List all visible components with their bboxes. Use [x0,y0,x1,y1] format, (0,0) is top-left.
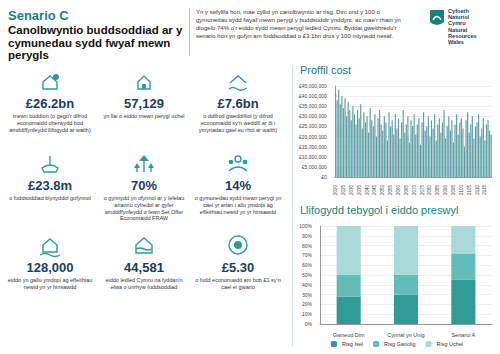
html-text:Wales: Wales [448,39,464,45]
svg-text:£25,000,000: £25,000,000 [299,123,327,129]
html-text:Yn y sefyllfa hon, mae cyllid: Yn y sefyllfa hon, mae cyllid yn canolbw… [196,9,401,39]
svg-text:40%: 40% [302,282,313,288]
html-text:14%: 14% [225,178,251,193]
svg-text:2105: 2105 [467,184,472,195]
svg-text:£0: £0 [321,174,327,180]
svg-text:£45,000,000: £45,000,000 [299,83,327,89]
html-text:eiddo yn gallu ymdopi ag effei: eiddo yn gallu ymdopi ag effeithiau newi… [7,277,93,290]
svg-text:£10,000,000: £10,000,000 [299,154,327,160]
svg-text:2075: 2075 [420,184,425,195]
svg-text:50%: 50% [302,272,313,278]
svg-text:20%: 20% [302,301,313,307]
html-text:Canolbwyntio buddsoddiad ar y: Canolbwyntio buddsoddiad ar y cymunedau … [8,24,183,61]
svg-text:10%: 10% [302,311,313,317]
svg-text:0%: 0% [305,321,313,327]
html-text:57,129: 57,129 [124,96,164,111]
html-text:Natural: Natural [448,26,468,33]
html-text:£23.8m: £23.8m [28,178,72,193]
svg-text:2060: 2060 [396,184,401,195]
svg-text:2040: 2040 [365,184,370,195]
svg-text:2110: 2110 [475,185,480,195]
html-text:Naturiol: Naturiol [448,14,470,21]
svg-text:£30,000,000: £30,000,000 [299,113,327,119]
svg-text:2055: 2055 [388,184,393,195]
html-text:o gymunedau sydd mewn perygl y: o gymunedau sydd mewn perygl yn cael yr … [194,195,282,215]
svg-text:2085: 2085 [435,184,440,195]
svg-text:2035: 2035 [357,184,362,195]
svg-text:2045: 2045 [372,184,377,195]
svg-text:£15,000,000: £15,000,000 [299,144,327,150]
html-text:o fudd economaidd am bob £1 sy: o fudd economaidd am bob £1 sy'n cael ei… [195,277,281,290]
svg-text:£5,000,000: £5,000,000 [302,164,327,170]
html-text:Proffil cost: Proffil cost [300,64,352,76]
html-text:70%: 70% [131,178,157,193]
html-text:£7.6bn: £7.6bn [217,96,259,111]
svg-text:2100: 2100 [459,184,464,195]
svg-text:Risg Uchel: Risg Uchel [436,341,463,347]
svg-text:2050: 2050 [380,184,385,195]
html-text:£26.2bn: £26.2bn [25,96,75,111]
svg-text:2065: 2065 [404,184,409,195]
html-text:128,000: 128,000 [26,260,74,275]
html-text:44,581: 44,581 [124,260,164,275]
html-text:o ddifrod gweddilliol (y difro: o ddifrod gweddilliol (y difrod economai… [198,113,278,133]
svg-text:2095: 2095 [451,184,456,195]
svg-text:2090: 2090 [443,184,448,195]
svg-text:Cynnal yn Unig: Cynnal yn Unig [387,332,424,338]
svg-text:100%: 100% [299,223,312,229]
svg-text:£20,000,000: £20,000,000 [299,134,327,140]
svg-text:80%: 80% [302,243,313,249]
html-text:eiddo ledled Cymru na fyddan'n: eiddo ledled Cymru na fyddan'n elwa o un… [105,277,183,290]
svg-text:2070: 2070 [412,184,417,195]
svg-text:70%: 70% [302,252,313,258]
html-text:mewn buddion (o gego'r difrod: mewn buddion (o gego'r difrod economaidd… [9,113,91,133]
html-text:o fuddsoddiad blynyddol gofynn: o fuddsoddiad blynyddol gofynnol [9,195,91,201]
svg-text:£40,000,000: £40,000,000 [299,93,327,99]
html-text:yn llai o eiddo mewn perygl uc: yn llai o eiddo mewn perygl uchel [103,113,185,119]
html-text:Resources: Resources [448,32,477,39]
html-text:o gynnydd yn ofynnol ar y lefe: o gynnydd yn ofynnol ar y lefelau ariann… [103,195,185,222]
svg-text:30%: 30% [302,292,313,298]
svg-text:2020: 2020 [333,184,338,195]
html-text:Senario C: Senario C [8,8,69,23]
html-text:£5.30: £5.30 [221,260,255,275]
html-text:Llifogydd tebygol i eiddo pres: Llifogydd tebygol i eiddo preswyl [300,204,459,216]
svg-text:60%: 60% [302,262,313,268]
svg-text:Risg Isel: Risg Isel [342,341,363,347]
svg-text:2030: 2030 [349,184,354,195]
svg-text:2025: 2025 [341,184,346,195]
svg-text:Gwneud Dim: Gwneud Dim [333,332,365,338]
svg-text:Risg Ganolig: Risg Ganolig [384,341,416,347]
html-text:Cymru: Cymru [448,20,466,27]
html-text:Cyfoeth: Cyfoeth [448,8,469,14]
svg-text:Senario A: Senario A [451,332,475,338]
svg-text:90%: 90% [302,233,313,239]
svg-text:2080: 2080 [427,184,432,195]
svg-text:£35,000,000: £35,000,000 [299,103,327,109]
svg-text:2115: 2115 [482,185,487,195]
